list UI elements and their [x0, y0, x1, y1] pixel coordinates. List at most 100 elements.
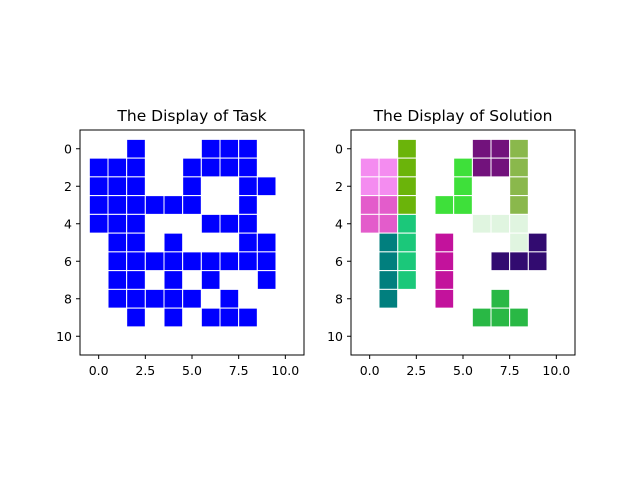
chart-title: The Display of Task	[116, 107, 266, 125]
grid-cell	[88, 157, 109, 178]
grid-cell	[256, 176, 277, 197]
x-tick-label: 5.0	[182, 363, 202, 378]
grid-cell	[219, 307, 240, 328]
x-tick-label: 2.5	[135, 363, 155, 378]
grid-cell	[107, 176, 128, 197]
x-tick-label: 2.5	[406, 363, 426, 378]
grid-cell	[238, 195, 258, 215]
grid-cell	[200, 251, 221, 272]
grid-cell	[182, 288, 202, 309]
grid-cell	[471, 213, 492, 234]
grid-cell	[256, 251, 277, 272]
grid-cell	[88, 176, 109, 197]
grid-cell	[219, 213, 240, 234]
grid-cell	[163, 251, 184, 272]
grid-cell	[471, 138, 492, 159]
x-tick-label: 0.0	[89, 363, 109, 378]
grid-cell	[397, 270, 417, 290]
grid-cell	[107, 251, 128, 272]
grid-cell	[509, 138, 529, 159]
grid-cell	[434, 195, 455, 215]
grid-cell	[126, 176, 146, 197]
grid-cell	[88, 213, 109, 234]
grid-cell	[509, 176, 529, 197]
grid-cell	[397, 157, 417, 178]
grid-cell	[238, 213, 258, 234]
grid-cell	[509, 157, 529, 178]
grid-cell	[397, 138, 417, 159]
y-tick-label: 8	[64, 291, 72, 306]
grid-cell	[238, 157, 258, 178]
grid-cell	[182, 157, 202, 178]
y-tick-label: 6	[64, 254, 72, 269]
grid-cell	[378, 176, 399, 197]
grid-cell	[509, 251, 529, 272]
grid-cell	[490, 213, 511, 234]
grid-cell	[144, 195, 165, 215]
grid-cell	[238, 176, 258, 197]
grid-cell	[182, 251, 202, 272]
grid-cell	[219, 157, 240, 178]
grid-cell	[200, 307, 221, 328]
grid-cell	[163, 307, 184, 328]
grid-cell	[509, 307, 529, 328]
x-tick-label: 7.5	[500, 363, 520, 378]
grid-cell	[126, 157, 146, 178]
grid-cell	[219, 138, 240, 159]
y-tick-label: 0	[64, 141, 72, 156]
x-tick-label: 10.0	[542, 363, 570, 378]
grid-cell	[490, 288, 511, 309]
grid-cell	[126, 307, 146, 328]
grid-cell	[471, 307, 492, 328]
grid-cell	[200, 213, 221, 234]
grid-cell	[378, 213, 399, 234]
y-tick-label: 4	[335, 216, 343, 231]
grid-cell	[397, 232, 417, 253]
grid-cell	[359, 213, 380, 234]
grid-cell	[182, 195, 202, 215]
grid-cell	[219, 251, 240, 272]
grid-cell	[378, 251, 399, 272]
grid-cell	[107, 270, 128, 290]
grid-cell	[397, 195, 417, 215]
grid-cell	[238, 232, 258, 253]
grid-cell	[144, 288, 165, 309]
grid-cell	[490, 157, 511, 178]
grid-cell	[126, 270, 146, 290]
grid-cell	[359, 176, 380, 197]
grid-cell	[397, 176, 417, 197]
grid-cell	[434, 232, 455, 253]
grid-cell	[490, 138, 511, 159]
y-tick-label: 6	[335, 254, 343, 269]
chart-panel-2: 0.0 2.5 5.0 7.5 10.0 0 2 4 6 8 10 The Display of So…	[327, 107, 576, 378]
grid-cell	[238, 251, 258, 272]
grid-cell	[163, 270, 184, 290]
grid-cell	[397, 251, 417, 272]
grid-cell	[527, 251, 548, 272]
grid-cell	[107, 213, 128, 234]
grid-cell	[256, 232, 277, 253]
x-tick-label: 0.0	[360, 363, 380, 378]
y-tick-label: 0	[335, 141, 343, 156]
grid-cell	[378, 270, 399, 290]
y-tick-label: 10	[327, 329, 343, 344]
x-tick-label: 10.0	[271, 363, 299, 378]
grid-cell	[163, 232, 184, 253]
grid-cell	[200, 157, 221, 178]
grid-cell	[144, 251, 165, 272]
grid-cell	[434, 270, 455, 290]
y-tick-label: 8	[335, 291, 343, 306]
grid-cell	[378, 288, 399, 309]
grid-cell	[163, 195, 184, 215]
grid-cell	[453, 157, 473, 178]
chart-title: The Display of Solution	[373, 107, 553, 125]
grid-cell	[126, 138, 146, 159]
grid-cell	[434, 251, 455, 272]
grid-cell	[200, 270, 221, 290]
grid-cell	[397, 213, 417, 234]
grid-cell	[509, 213, 529, 234]
y-tick-label: 2	[335, 179, 343, 194]
grid-cell	[378, 232, 399, 253]
y-tick-label: 10	[56, 329, 72, 344]
